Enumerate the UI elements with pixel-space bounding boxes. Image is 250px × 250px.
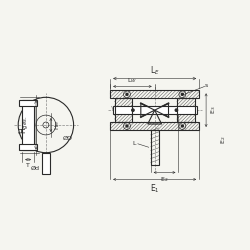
Bar <box>177 98 195 122</box>
Bar <box>110 122 199 130</box>
Text: E$_2$: E$_2$ <box>219 136 228 144</box>
Circle shape <box>126 125 128 127</box>
Text: L$_W$: L$_W$ <box>128 76 138 86</box>
Text: Ød: Ød <box>31 166 40 171</box>
Text: H$_{ges.}$: H$_{ges.}$ <box>18 116 31 134</box>
Text: E$_2$: E$_2$ <box>160 176 169 184</box>
Bar <box>19 100 37 106</box>
Circle shape <box>181 125 183 127</box>
Bar <box>19 144 37 150</box>
Text: T: T <box>26 162 30 168</box>
Bar <box>151 130 158 164</box>
Circle shape <box>181 93 183 95</box>
Text: L$_E$: L$_E$ <box>150 64 160 76</box>
Bar <box>114 98 132 122</box>
Circle shape <box>126 93 128 95</box>
Bar <box>42 153 50 174</box>
Circle shape <box>175 109 178 111</box>
Text: E$_1$: E$_1$ <box>150 182 160 195</box>
Text: E$_3$: E$_3$ <box>209 106 218 114</box>
Bar <box>22 100 34 150</box>
Text: L: L <box>132 141 136 146</box>
Circle shape <box>132 109 134 111</box>
Text: ØD: ØD <box>63 136 72 141</box>
Bar <box>113 106 197 114</box>
Text: s: s <box>204 83 208 88</box>
Text: H$_M$: H$_M$ <box>53 120 62 130</box>
Bar <box>110 90 199 98</box>
